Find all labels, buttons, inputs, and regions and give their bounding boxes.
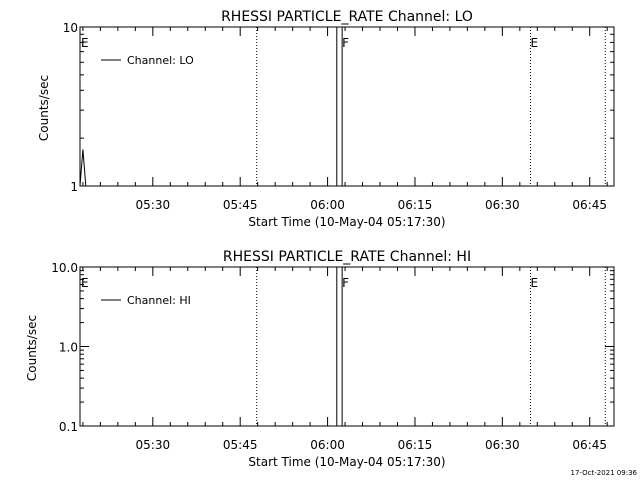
x-tick-label: 05:45 — [223, 198, 258, 212]
x-tick-label: 06:30 — [485, 198, 520, 212]
chart-title: RHESSI PARTICLE_RATE Channel: LO — [221, 9, 473, 25]
y-tick-label: 1.0 — [59, 341, 78, 355]
x-tick-label: 06:45 — [572, 198, 607, 212]
legend-label: Channel: HI — [127, 294, 191, 307]
event-marker-label: E — [81, 276, 89, 290]
x-tick-label: 06:15 — [398, 198, 433, 212]
x-tick-label: 05:45 — [223, 438, 258, 452]
x-tick-label: 06:15 — [398, 438, 433, 452]
series-line — [79, 149, 87, 187]
y-tick-label: 10 — [63, 21, 78, 35]
footer-timestamp: 17-Oct-2021 09:36 — [571, 469, 638, 477]
event-marker-label: F — [342, 276, 349, 290]
chart-panels: RHESSI PARTICLE_RATE Channel: LO Counts/s… — [25, 9, 615, 469]
chart-panel-1: RHESSI PARTICLE_RATE Channel: LO Counts/s… — [37, 9, 615, 229]
event-marker-label: E — [81, 36, 89, 50]
x-tick-label: 05:30 — [136, 198, 171, 212]
x-tick-label: 06:45 — [572, 438, 607, 452]
x-tick-label: 06:00 — [310, 198, 345, 212]
legend-label: Channel: LO — [127, 54, 194, 67]
y-axis-label: Counts/sec — [25, 315, 39, 381]
y-tick-label: 10.0 — [51, 261, 78, 275]
y-axis-label: Counts/sec — [37, 75, 51, 141]
x-axis-label: Start Time (10-May-04 05:17:30) — [248, 215, 445, 229]
plot-frame — [79, 26, 615, 187]
x-tick-label: 06:00 — [310, 438, 345, 452]
chart-title: RHESSI PARTICLE_RATE Channel: HI — [223, 249, 471, 265]
x-axis-label: Start Time (10-May-04 05:17:30) — [248, 455, 445, 469]
x-tick-label: 06:30 — [485, 438, 520, 452]
x-tick-label: 05:30 — [136, 438, 171, 452]
y-tick-label: 1 — [70, 180, 78, 194]
event-marker-label: E — [531, 276, 539, 290]
event-marker-label: F — [342, 36, 349, 50]
chart-panel-2: RHESSI PARTICLE_RATE Channel: HI Counts/s… — [25, 249, 615, 469]
y-tick-label: 0.1 — [59, 420, 78, 434]
event-marker-label: E — [531, 36, 539, 50]
